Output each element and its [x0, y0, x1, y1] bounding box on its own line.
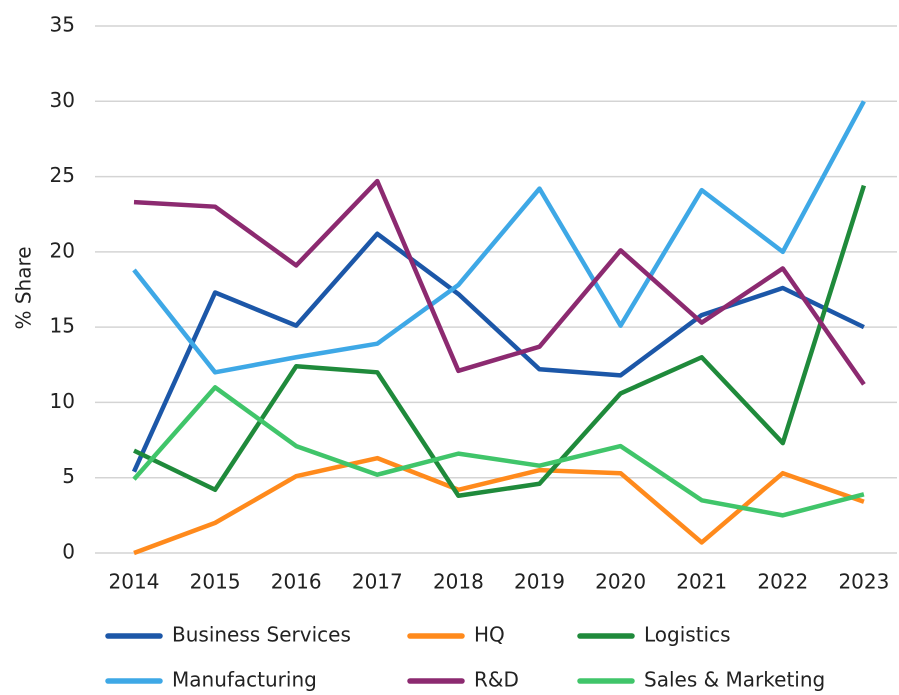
- x-tick-label: 2014: [109, 570, 160, 594]
- x-tick-label: 2021: [676, 570, 727, 594]
- legend-label: R&D: [474, 668, 519, 692]
- legend-label: Sales & Marketing: [644, 668, 825, 692]
- x-tick-label: 2022: [757, 570, 808, 594]
- y-tick-label: 10: [50, 389, 75, 413]
- y-tick-label: 35: [50, 13, 75, 37]
- series-line: [133, 178, 866, 386]
- y-tick-label: 30: [50, 88, 75, 112]
- x-tick-label: 2023: [838, 570, 889, 594]
- y-tick-label: 25: [50, 163, 75, 187]
- x-tick-label: 2018: [433, 570, 484, 594]
- legend-label: Business Services: [172, 623, 351, 647]
- series-line: [132, 100, 866, 375]
- x-tick-label: 2020: [595, 570, 646, 594]
- legend-label: Manufacturing: [172, 668, 317, 692]
- series-line: [132, 385, 865, 518]
- x-tick-label: 2017: [352, 570, 403, 594]
- series-line: [133, 455, 865, 556]
- x-tick-label: 2016: [271, 570, 322, 594]
- series-line: [131, 231, 865, 473]
- y-tick-label: 20: [50, 238, 75, 262]
- legend-label: Logistics: [644, 623, 731, 647]
- legend-label: HQ: [474, 623, 505, 647]
- y-tick-label: 0: [62, 540, 75, 564]
- y-tick-label: 15: [50, 314, 75, 338]
- x-tick-label: 2019: [514, 570, 565, 594]
- y-tick-label: 5: [62, 464, 75, 488]
- series-line: [133, 184, 867, 499]
- y-axis-label: % Share: [12, 246, 36, 329]
- x-tick-label: 2015: [190, 570, 241, 594]
